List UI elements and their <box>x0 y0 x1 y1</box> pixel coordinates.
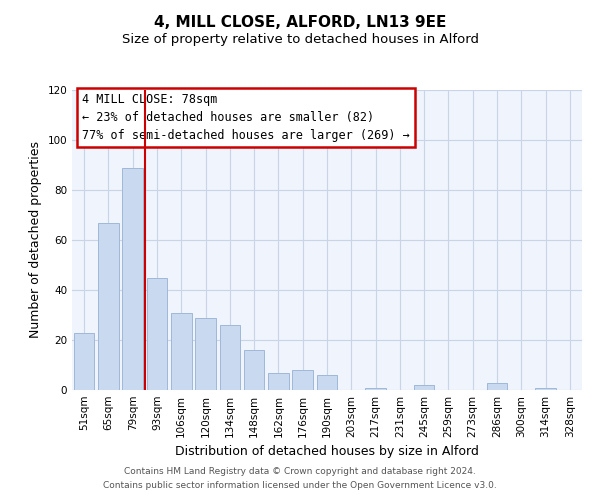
Bar <box>268 372 289 390</box>
Bar <box>487 382 508 390</box>
Bar <box>122 168 143 390</box>
X-axis label: Distribution of detached houses by size in Alford: Distribution of detached houses by size … <box>175 446 479 458</box>
Bar <box>98 222 119 390</box>
Bar <box>365 388 386 390</box>
Text: Size of property relative to detached houses in Alford: Size of property relative to detached ho… <box>121 32 479 46</box>
Bar <box>171 312 191 390</box>
Bar <box>195 318 216 390</box>
Bar <box>146 278 167 390</box>
Bar <box>292 370 313 390</box>
Y-axis label: Number of detached properties: Number of detached properties <box>29 142 42 338</box>
Bar <box>220 325 240 390</box>
Bar <box>74 332 94 390</box>
Bar <box>535 388 556 390</box>
Text: 4 MILL CLOSE: 78sqm
← 23% of detached houses are smaller (82)
77% of semi-detach: 4 MILL CLOSE: 78sqm ← 23% of detached ho… <box>82 93 410 142</box>
Text: 4, MILL CLOSE, ALFORD, LN13 9EE: 4, MILL CLOSE, ALFORD, LN13 9EE <box>154 15 446 30</box>
Text: Contains public sector information licensed under the Open Government Licence v3: Contains public sector information licen… <box>103 481 497 490</box>
Bar <box>244 350 265 390</box>
Text: Contains HM Land Registry data © Crown copyright and database right 2024.: Contains HM Land Registry data © Crown c… <box>124 467 476 476</box>
Bar <box>317 375 337 390</box>
Bar <box>414 385 434 390</box>
